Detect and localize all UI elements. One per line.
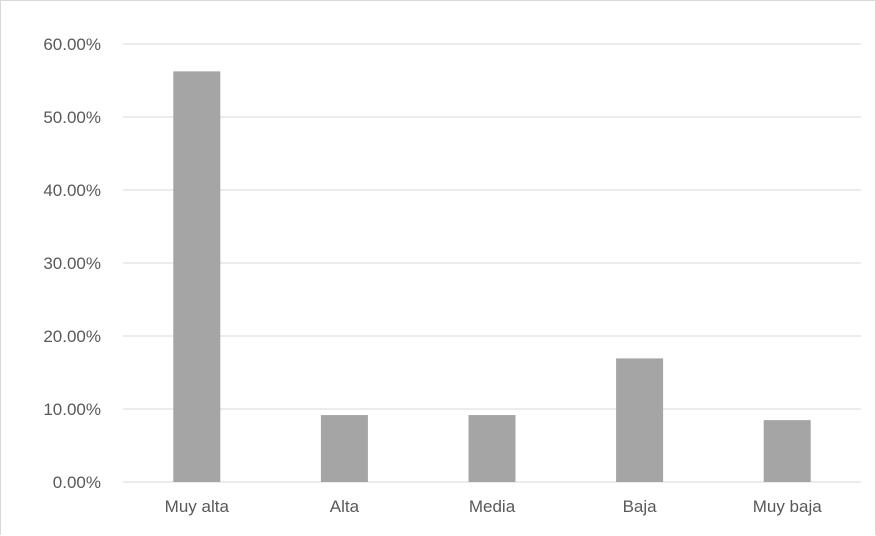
bar-baja (616, 358, 664, 482)
x-tick-label: Baja (623, 497, 658, 516)
bar-media (468, 415, 516, 482)
y-tick-label: 30.00% (43, 254, 101, 273)
x-tick-label: Muy baja (753, 497, 823, 516)
gridlines (123, 43, 861, 483)
bar-alta (320, 415, 368, 482)
y-tick-label: 60.00% (43, 35, 101, 54)
y-tick-label: 10.00% (43, 400, 101, 419)
y-tick-label: 50.00% (43, 108, 101, 127)
x-tick-label: Media (469, 497, 516, 516)
x-tick-label: Alta (330, 497, 360, 516)
x-axis-tick-labels: Muy alta Alta Media Baja Muy baja (165, 497, 823, 516)
y-tick-label: 20.00% (43, 327, 101, 346)
y-tick-label: 40.00% (43, 181, 101, 200)
y-tick-label: 0.00% (53, 473, 101, 492)
bars (173, 71, 811, 482)
bar-muy-baja (763, 420, 811, 482)
y-axis-tick-labels: 0.00% 10.00% 20.00% 30.00% 40.00% 50.00% 60.00… (43, 35, 101, 492)
x-tick-label: Muy alta (165, 497, 230, 516)
bar-muy-alta (173, 71, 221, 482)
